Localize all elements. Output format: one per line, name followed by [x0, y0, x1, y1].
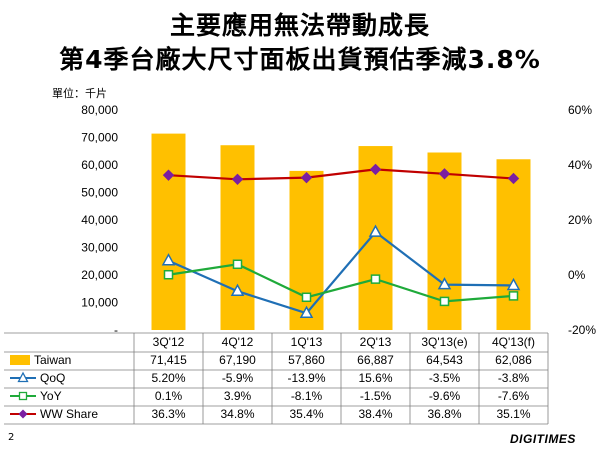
y-left-tick-label: 20,000 — [81, 268, 118, 282]
category-label: 3Q'12 — [153, 335, 185, 349]
data-table-cell: 62,086 — [495, 353, 532, 367]
y-left-tick-label: 10,000 — [81, 296, 118, 310]
y-left-tick-label: 70,000 — [81, 131, 118, 145]
data-table-cell: 0.1% — [155, 389, 183, 403]
data-table-cell: -7.6% — [498, 389, 530, 403]
data-table-cell: 57,860 — [288, 353, 325, 367]
point-yoy — [441, 297, 449, 305]
data-table-cell: 36.3% — [151, 407, 185, 421]
data-table-cell: -13.9% — [287, 371, 325, 385]
data-table-cell: -8.1% — [291, 389, 323, 403]
point-yoy — [510, 292, 518, 300]
data-table-cell: -3.8% — [498, 371, 530, 385]
legend-label: YoY — [40, 389, 62, 403]
y-left-tick-label: 80,000 — [81, 103, 118, 117]
data-table-cell: -9.6% — [429, 389, 461, 403]
y-left-tick-label: - — [114, 323, 118, 337]
legend-marker-yoy — [20, 393, 27, 400]
point-yoy — [303, 293, 311, 301]
data-table-cell: 64,543 — [426, 353, 463, 367]
data-table-cell: 5.20% — [151, 371, 185, 385]
legend-marker-ww-share — [19, 410, 28, 419]
y-left-tick-label: 30,000 — [81, 241, 118, 255]
combo-chart: - 10,000 20,000 30,000 40,000 50,000 60,000 70,… — [0, 0, 600, 450]
data-table-cell: -1.5% — [360, 389, 392, 403]
legend-key-taiwan — [10, 355, 30, 365]
page-number: 2 — [8, 432, 14, 443]
data-table-cell: 67,190 — [219, 353, 256, 367]
bar-taiwan — [152, 134, 186, 330]
category-label: 4Q'12 — [222, 335, 254, 349]
legend-label: QoQ — [40, 371, 65, 385]
data-table-cell: 36.8% — [427, 407, 461, 421]
data-table-cell: -5.9% — [222, 371, 254, 385]
y-left-tick-label: 50,000 — [81, 186, 118, 200]
y-left-tick-label: 40,000 — [81, 213, 118, 227]
y-right-tick-label: 40% — [568, 158, 592, 172]
data-table-cell: 34.8% — [220, 407, 254, 421]
y-right-tick-label: -20% — [568, 323, 596, 337]
data-table-cell: 38.4% — [358, 407, 392, 421]
data-table-cell: -3.5% — [429, 371, 461, 385]
category-label: 1Q'13 — [291, 335, 323, 349]
data-table-cell: 15.6% — [358, 371, 392, 385]
category-label: 3Q'13(e) — [421, 335, 467, 349]
data-table-cell: 71,415 — [150, 353, 187, 367]
y-right-tick-label: 0% — [568, 268, 586, 282]
series-line-ww-share — [169, 169, 514, 179]
legend-label: Taiwan — [34, 353, 71, 367]
category-label: 4Q'13(f) — [492, 335, 535, 349]
data-table-cell: 3.9% — [224, 389, 252, 403]
point-yoy — [165, 271, 173, 279]
category-label: 2Q'13 — [360, 335, 392, 349]
point-yoy — [234, 260, 242, 268]
data-table-cell: 35.1% — [496, 407, 530, 421]
y-right-tick-label: 60% — [568, 103, 592, 117]
legend-label: WW Share — [40, 407, 98, 421]
bar-taiwan — [497, 159, 531, 330]
y-right-tick-label: 20% — [568, 213, 592, 227]
digitimes-logo: DIGITIMES — [510, 432, 576, 446]
y-left-tick-label: 60,000 — [81, 158, 118, 172]
data-table-cell: 66,887 — [357, 353, 394, 367]
bar-taiwan — [221, 145, 255, 330]
data-table-cell: 35.4% — [289, 407, 323, 421]
point-yoy — [372, 275, 380, 283]
